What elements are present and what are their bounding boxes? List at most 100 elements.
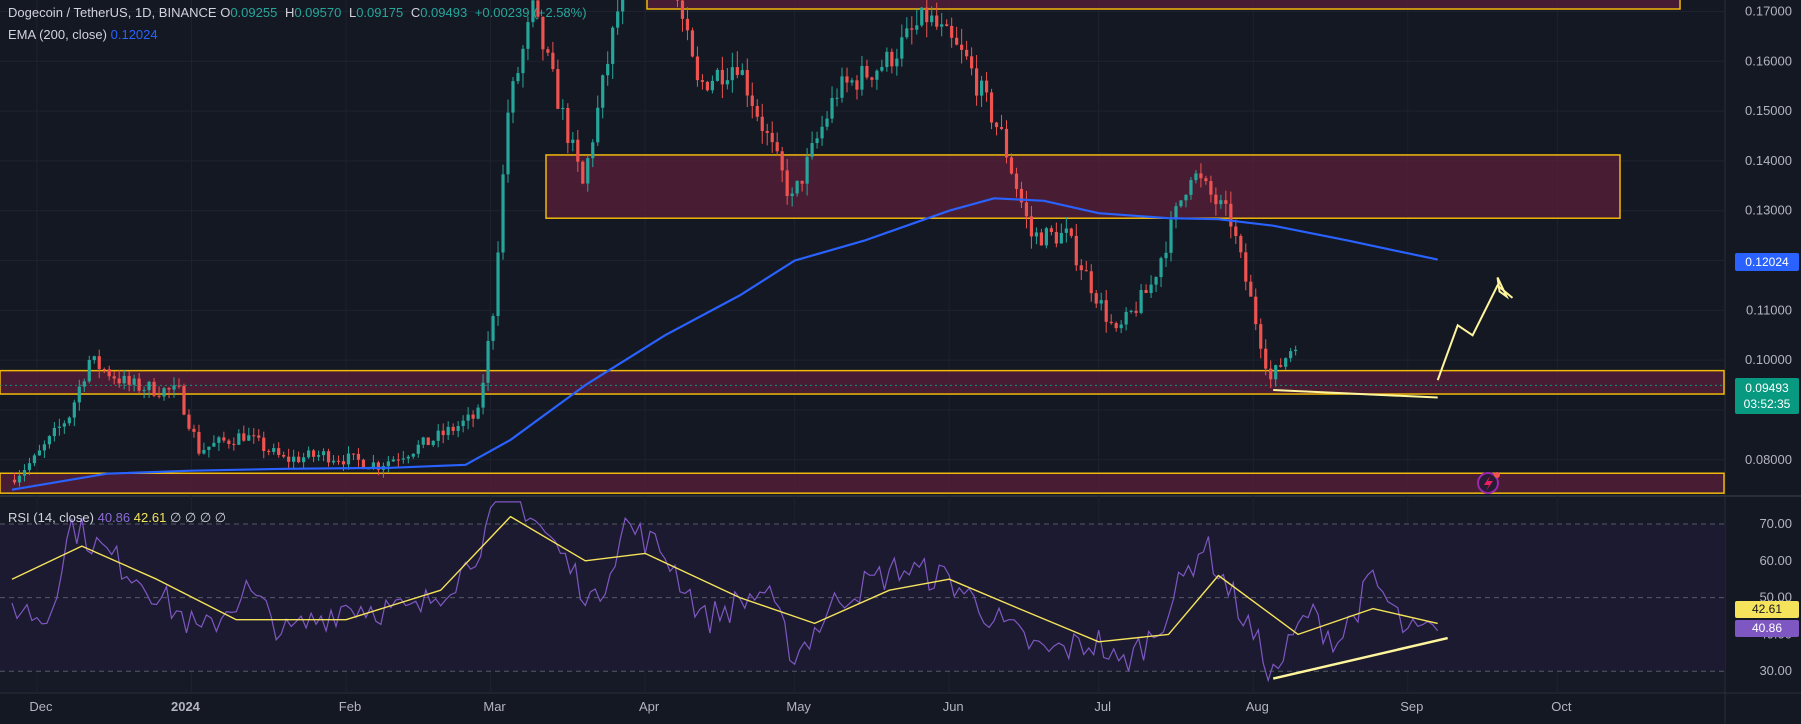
candle-body <box>232 443 236 445</box>
candle-body <box>1174 206 1178 220</box>
candle-body <box>820 126 824 139</box>
candle-body <box>725 80 729 85</box>
candle-body <box>57 426 61 428</box>
price-tick-label: 0.10000 <box>1745 352 1792 367</box>
candle-body <box>925 7 929 23</box>
candle-body <box>237 433 241 445</box>
candle-body <box>406 456 410 459</box>
candle-body <box>1244 252 1248 282</box>
candle-body <box>561 107 565 109</box>
candle-body <box>675 0 680 1</box>
candle-body <box>1154 277 1158 285</box>
candle-body <box>930 15 934 23</box>
low-value: 0.09175 <box>356 5 404 20</box>
candle-body <box>541 16 545 50</box>
candle-body <box>955 37 959 45</box>
candle-body <box>835 97 839 99</box>
candle-body <box>222 437 226 441</box>
open-value: 0.09255 <box>230 5 278 20</box>
candle-body <box>1069 228 1073 236</box>
candle-body <box>112 376 116 379</box>
candle-body <box>920 7 924 26</box>
candle-body <box>326 451 331 463</box>
high-value: 0.09570 <box>294 5 342 20</box>
ema-label: EMA (200, close) <box>8 27 107 42</box>
x-tick-label: Aug <box>1246 699 1269 714</box>
ema-price-tag: 0.12024 <box>1735 253 1799 271</box>
candle-body <box>1004 128 1009 158</box>
candle-body <box>1179 200 1183 207</box>
candle-body <box>376 462 380 470</box>
candle-body <box>1189 180 1193 195</box>
candle-body <box>880 66 884 71</box>
candle-body <box>690 30 695 57</box>
candle-body <box>1159 258 1163 278</box>
candle-body <box>416 444 420 454</box>
candle-body <box>1039 232 1044 246</box>
candle-body <box>945 24 949 26</box>
candle-body <box>1284 358 1288 367</box>
candle-body <box>556 69 560 109</box>
candle-body <box>1019 188 1024 203</box>
x-tick-label: Sep <box>1400 699 1423 714</box>
candle-body <box>860 65 864 90</box>
candle-body <box>262 437 266 451</box>
price-tick-label: 0.11000 <box>1746 302 1792 317</box>
candle-body <box>32 455 37 464</box>
candle-body <box>815 138 819 144</box>
candle-body <box>102 369 106 371</box>
candle-body <box>351 453 356 455</box>
symbol-label[interactable]: Dogecoin / TetherUS, 1D, BINANCE <box>8 5 217 20</box>
candle-body <box>1049 228 1053 233</box>
candle-body <box>12 479 17 483</box>
candle-body <box>1029 216 1034 237</box>
candle-body <box>616 11 620 28</box>
candle-body <box>965 49 969 57</box>
x-tick-label: Oct <box>1551 699 1572 714</box>
candle-body <box>496 252 500 316</box>
change-pct-value: (+2.58%) <box>533 5 587 20</box>
candle-body <box>536 0 540 17</box>
candle-body <box>272 448 276 452</box>
ema-legend[interactable]: EMA (200, close) 0.12024 <box>8 27 158 42</box>
candle-body <box>1204 178 1208 182</box>
candle-body <box>680 0 685 19</box>
candle-body <box>52 427 56 437</box>
candle-body <box>720 69 724 85</box>
candle-body <box>97 356 101 370</box>
ohlc-legend: Dogecoin / TetherUS, 1D, BINANCE O0.0925… <box>8 5 591 20</box>
candle-body <box>1024 202 1029 217</box>
candle-body <box>371 462 376 469</box>
open-label: O <box>220 5 231 20</box>
candle-body <box>1079 265 1083 271</box>
candle-body <box>217 437 221 443</box>
candle-body <box>1199 173 1203 179</box>
candles <box>12 0 1298 487</box>
candle-body <box>586 158 590 184</box>
candle-body <box>1104 300 1108 322</box>
candle-body <box>905 28 909 38</box>
candle-body <box>950 25 954 38</box>
candle-body <box>1164 252 1168 259</box>
candle-body <box>72 402 76 418</box>
price-tick-label: 0.15000 <box>1745 103 1792 118</box>
candle-body <box>92 356 96 361</box>
candle-body <box>42 444 47 451</box>
price-tick-label: 0.08000 <box>1745 452 1792 467</box>
rsi-legend[interactable]: RSI (14, close) 40.86 42.61 ∅ ∅ ∅ ∅ <box>8 510 226 526</box>
candle-body <box>152 381 156 396</box>
candle-body <box>1109 321 1113 324</box>
candle-body <box>1099 300 1103 304</box>
candle-body <box>1169 219 1173 253</box>
candle-body <box>147 381 151 391</box>
candle-body <box>451 426 455 431</box>
candle-body <box>1074 235 1078 266</box>
candle-body <box>62 423 66 427</box>
candle-body <box>346 453 351 465</box>
rsi-label: RSI (14, close) <box>8 510 94 525</box>
price-zone <box>646 0 1681 10</box>
candle-body <box>471 414 475 419</box>
candle-body <box>1249 281 1253 297</box>
candle-body <box>441 430 445 436</box>
